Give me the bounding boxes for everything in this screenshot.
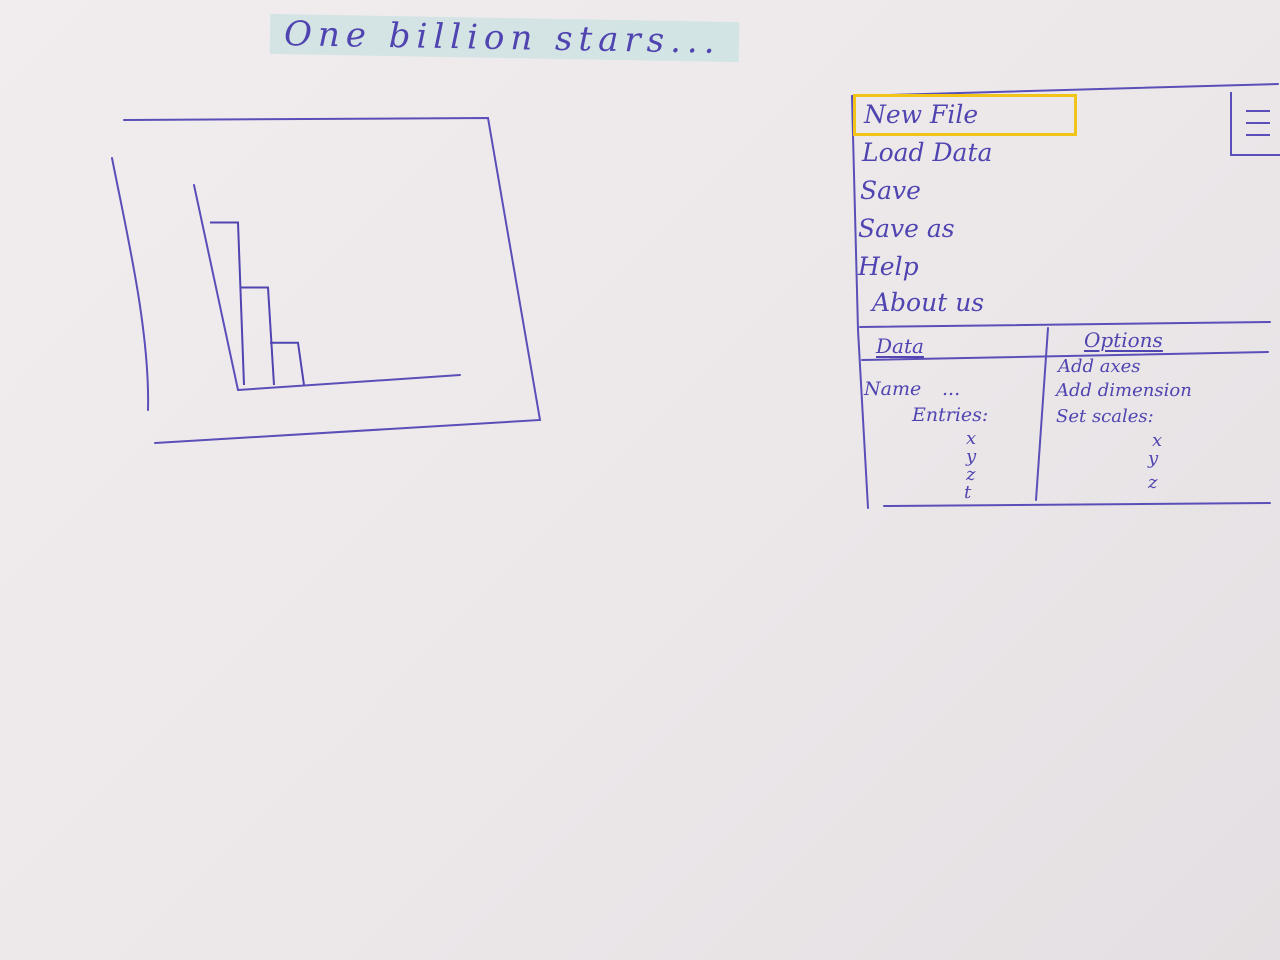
- scale-axis-x[interactable]: x: [1152, 430, 1163, 451]
- app-title: One billion stars...: [269, 13, 739, 63]
- name-label: Name: [864, 378, 922, 400]
- options-header: Options: [1084, 328, 1163, 352]
- chart-frame-left: [111, 157, 150, 411]
- menu-item-help[interactable]: Help: [858, 252, 919, 281]
- option-add-axes[interactable]: Add axes: [1058, 356, 1141, 377]
- menu-item-new-file[interactable]: New File: [852, 94, 1078, 136]
- data-axis-z[interactable]: z: [966, 464, 976, 485]
- y-axis: [193, 184, 239, 391]
- menu-item-load-data[interactable]: Load Data: [862, 138, 993, 167]
- menu-item-save[interactable]: Save: [860, 176, 921, 205]
- chart-frame: [123, 116, 542, 444]
- menu-item-save-as[interactable]: Save as: [858, 214, 955, 243]
- hamburger-icon[interactable]: [1230, 92, 1280, 156]
- data-axis-t[interactable]: t: [964, 482, 972, 503]
- entries-label: Entries:: [912, 404, 989, 426]
- scale-axis-z[interactable]: z: [1148, 472, 1158, 493]
- name-value[interactable]: ...: [942, 378, 961, 400]
- bar: [240, 286, 275, 386]
- x-axis: [237, 374, 461, 391]
- data-axis-x[interactable]: x: [966, 428, 977, 449]
- bar: [270, 341, 305, 386]
- data-header: Data: [876, 334, 924, 358]
- bar: [210, 221, 245, 386]
- scale-axis-y[interactable]: y: [1148, 448, 1159, 469]
- option-add-dimension[interactable]: Add dimension: [1056, 380, 1192, 401]
- data-axis-y[interactable]: y: [966, 446, 977, 467]
- option-set-scales[interactable]: Set scales:: [1056, 406, 1154, 427]
- menu-item-about-us[interactable]: About us: [872, 288, 985, 317]
